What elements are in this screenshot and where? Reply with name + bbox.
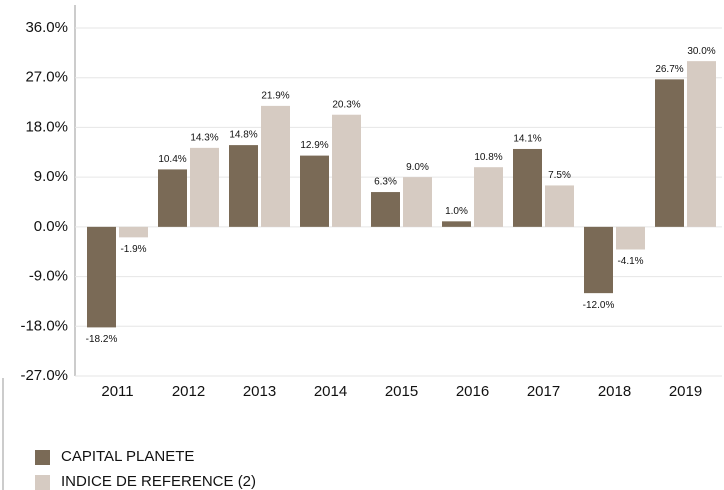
x-tick-label: 2012 (172, 383, 205, 400)
x-tick-label: 2015 (385, 383, 418, 400)
bar (190, 147, 219, 227)
legend-swatch (35, 450, 50, 465)
legend-swatch (35, 475, 50, 490)
value-label: -1.9% (120, 244, 146, 255)
y-tick-label: 27.0% (25, 69, 68, 86)
value-label: 21.9% (261, 91, 289, 102)
value-label: 20.3% (332, 99, 360, 110)
y-tick-label: -9.0% (29, 268, 68, 285)
x-tick-label: 2018 (598, 383, 631, 400)
legend-label: CAPITAL PLANETE (61, 448, 194, 465)
legend-label: INDICE DE REFERENCE (2) (61, 473, 256, 490)
y-tick-label: 36.0% (25, 19, 68, 36)
value-label: 1.0% (445, 206, 468, 217)
bar (119, 226, 148, 238)
value-label: 14.1% (513, 134, 541, 145)
y-tick-label: 9.0% (34, 168, 68, 185)
bar (332, 114, 361, 227)
bar (616, 226, 645, 250)
value-label: 6.3% (374, 177, 397, 188)
value-label: 26.7% (655, 64, 683, 75)
x-tick-label: 2016 (456, 383, 489, 400)
bar (545, 185, 574, 227)
bar (158, 169, 187, 227)
x-tick-label: 2014 (314, 383, 347, 400)
value-label: -12.0% (583, 300, 615, 311)
value-label: 10.4% (158, 154, 186, 165)
bar (474, 167, 503, 227)
value-label: -4.1% (617, 256, 643, 267)
x-tick-label: 2017 (527, 383, 560, 400)
bar (261, 105, 290, 227)
x-tick-label: 2013 (243, 383, 276, 400)
bar (584, 226, 613, 294)
y-tick-label: -27.0% (20, 367, 68, 384)
value-label: 9.0% (406, 162, 429, 173)
y-tick-label: 0.0% (34, 218, 68, 235)
bar (687, 61, 716, 227)
bar (442, 221, 471, 227)
x-tick-label: 2011 (101, 383, 133, 400)
value-label: 7.5% (548, 170, 571, 181)
bar (513, 148, 542, 227)
y-tick-label: -18.0% (20, 317, 68, 334)
bar (229, 145, 258, 227)
value-label: 14.8% (229, 130, 257, 141)
y-tick-label: 18.0% (25, 118, 68, 135)
value-label: 10.8% (474, 152, 502, 163)
bar (300, 155, 329, 227)
x-tick-label: 2019 (669, 383, 702, 400)
value-label: 30.0% (687, 46, 715, 57)
bar (655, 79, 684, 227)
bar (87, 226, 116, 328)
bar (371, 192, 400, 227)
value-label: 12.9% (300, 140, 328, 151)
bar (403, 177, 432, 227)
value-label: 14.3% (190, 133, 218, 144)
value-label: -18.2% (86, 334, 118, 345)
